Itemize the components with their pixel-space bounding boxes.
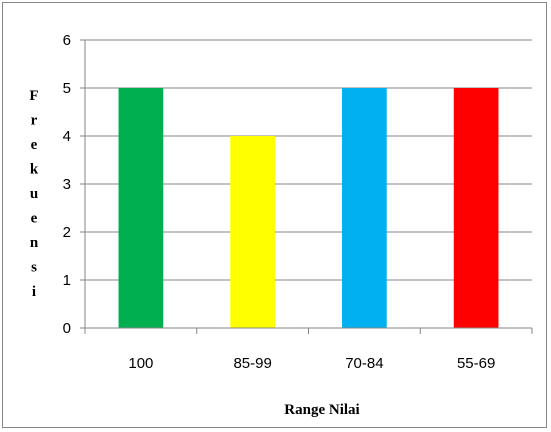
bars	[118, 88, 499, 328]
y-tick-label: 6	[63, 32, 71, 49]
bar-70-84	[342, 88, 387, 328]
bar-100	[118, 88, 164, 328]
x-tick-label: 55-69	[457, 355, 495, 372]
y-axis-title-letter: s	[31, 260, 37, 276]
y-axis-title-letter: n	[30, 235, 39, 251]
bar-55-69	[453, 88, 499, 328]
y-axis-title-letter: i	[32, 284, 36, 300]
y-axis-title-letter: e	[31, 137, 38, 153]
x-tick-label: 100	[128, 355, 153, 372]
y-axis-title-letter: r	[31, 113, 38, 129]
y-tick-label: 0	[63, 320, 71, 337]
y-tick-label: 5	[63, 80, 71, 97]
axes	[80, 39, 533, 334]
y-axis-title-letter: u	[30, 186, 38, 202]
x-tick-label: 70-84	[345, 355, 383, 372]
y-axis-title-letter: k	[30, 162, 39, 178]
y-tick-labels: 0 1 2 3 4 5 6	[63, 32, 71, 337]
x-tick-labels: 100 85-99 70-84 55-69	[128, 355, 495, 372]
y-tick-label: 1	[63, 272, 71, 289]
x-tick-label: 85-99	[233, 355, 271, 372]
y-tick-label: 3	[63, 176, 71, 193]
y-tick-label: 4	[63, 128, 71, 145]
y-axis-title-letter: F	[29, 88, 38, 104]
x-axis-title: Range Nilai	[284, 402, 359, 418]
y-axis-title-letter: e	[31, 211, 38, 227]
bar-85-99	[230, 136, 275, 328]
y-tick-label: 2	[63, 224, 71, 241]
